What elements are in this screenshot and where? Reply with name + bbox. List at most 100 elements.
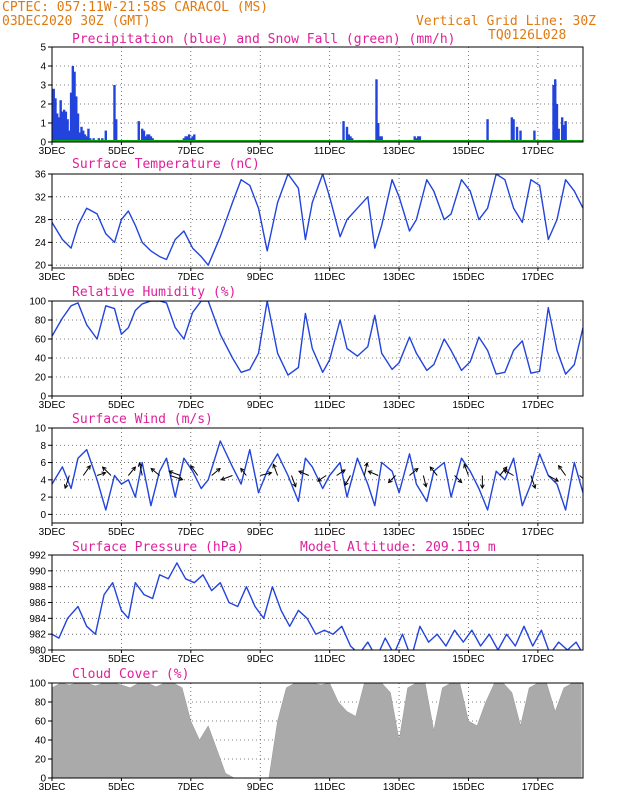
y-tick-label: 40	[35, 354, 47, 365]
y-tick-label: 20	[35, 373, 47, 384]
wind-arrow-head	[457, 478, 463, 484]
y-tick-label: 990	[29, 566, 46, 577]
wind-arrow	[291, 475, 297, 487]
x-tick-label: 11DEC	[314, 400, 346, 411]
x-tick-label: 9DEC	[247, 272, 274, 283]
y-tick-label: 32	[35, 192, 47, 203]
precip-bar	[142, 130, 146, 142]
wind-arrow-head	[272, 463, 277, 469]
x-tick-label: 13DEC	[383, 782, 415, 793]
wind-arrow-head	[463, 463, 468, 469]
x-tick-label: 13DEC	[383, 527, 415, 538]
precip-bar	[85, 136, 88, 142]
wind-arrow-head	[558, 464, 563, 470]
wind-arrow	[96, 472, 106, 476]
y-tick-label: 20	[35, 261, 47, 272]
wind-arrow	[409, 468, 419, 476]
x-tick-label: 3DEC	[39, 782, 66, 793]
precip-bar	[104, 130, 107, 142]
y-tick-label: 984	[29, 614, 46, 625]
precip-bar	[54, 98, 57, 142]
precip-bar	[87, 128, 90, 142]
precip-bar	[82, 130, 85, 142]
wind-arrow	[221, 475, 233, 481]
wind-arrow-head	[168, 470, 174, 475]
wind-arrow	[548, 475, 559, 482]
precip-bar	[554, 79, 557, 142]
precip-bar	[56, 113, 59, 142]
wind-arrow-head	[340, 469, 346, 474]
precip-bar	[66, 119, 69, 142]
wind-arrow	[64, 475, 70, 489]
panel-frame	[51, 173, 584, 269]
precip-bar	[76, 113, 80, 142]
wind-arrow	[102, 466, 112, 476]
panel-title: Surface Wind (m/s)	[72, 412, 213, 427]
x-tick-label: 13DEC	[383, 272, 415, 283]
precip-bar	[377, 123, 380, 142]
wind-arrow	[272, 464, 279, 476]
wind-arrow-head	[531, 484, 537, 490]
wind-arrow-head	[584, 479, 588, 483]
wind-arrow-head	[240, 467, 245, 473]
wind-arrow	[260, 472, 272, 476]
y-tick-label: 3	[40, 81, 46, 92]
x-tick-label: 11DEC	[314, 654, 346, 665]
precip-bar	[73, 71, 76, 142]
x-tick-label: 17DEC	[522, 654, 554, 665]
wind-arrow-head	[554, 477, 559, 482]
panel-pressure: Surface Pressure (hPa) Model Altitude: 20…	[29, 540, 584, 665]
header-grid-line: Vertical Grid Line: 30Z	[416, 14, 596, 29]
wind-arrow	[344, 475, 351, 486]
precip-bar	[347, 134, 350, 142]
precip-bar	[83, 134, 87, 142]
x-tick-label: 17DEC	[522, 146, 554, 157]
wind-arrow-head	[423, 482, 428, 488]
wind-arrow-head	[367, 470, 373, 475]
y-tick-label: 992	[29, 551, 46, 562]
precip-bar	[560, 117, 564, 142]
plot-area	[52, 174, 583, 266]
x-tick-label: 5DEC	[108, 527, 135, 538]
y-tick-label: 982	[29, 630, 46, 641]
panel-frame	[51, 682, 584, 779]
x-tick-label: 15DEC	[452, 782, 484, 793]
wind-arrow-head	[298, 470, 304, 475]
precip-bar	[149, 136, 153, 142]
series-line-wind	[52, 440, 583, 511]
wind-arrow-head	[150, 467, 156, 473]
wind-arrow-head	[387, 478, 393, 484]
wind-arrow	[422, 475, 427, 487]
wind-arrow-head	[220, 476, 226, 481]
x-tick-label: 17DEC	[522, 782, 554, 793]
wind-arrow-head	[216, 467, 221, 473]
precip-bar	[75, 96, 78, 142]
wind-arrow-head	[502, 469, 508, 474]
y-tick-label: 80	[35, 698, 47, 709]
panel-frame	[51, 427, 584, 524]
x-tick-label: 3DEC	[39, 272, 66, 283]
wind-arrow-head	[479, 484, 485, 490]
wind-arrow	[363, 462, 368, 476]
precip-bar	[137, 121, 140, 142]
x-tick-label: 17DEC	[522, 272, 554, 283]
wind-arrow-head	[131, 466, 137, 472]
precip-bar	[191, 136, 194, 142]
y-tick-label: 28	[35, 215, 47, 226]
panel-precip: Precipitation (blue) and Snow Fall (gree…	[39, 32, 584, 157]
panel-title: Surface Pressure (hPa)	[72, 540, 244, 555]
x-tick-label: 13DEC	[383, 146, 415, 157]
panel-wind: Surface Wind (m/s) 0 2 4 6 8 10 3DEC 5DEC 7DEC 9DE…	[35, 412, 588, 538]
panel-title: Surface Temperature (nC)	[72, 157, 260, 172]
wind-arrow	[336, 469, 346, 476]
x-tick-label: 15DEC	[452, 527, 484, 538]
precip-bar	[416, 136, 420, 142]
wind-arrow	[150, 468, 160, 476]
x-tick-label: 3DEC	[39, 654, 66, 665]
precip-bar	[186, 136, 189, 142]
x-tick-label: 13DEC	[383, 654, 415, 665]
precip-bar	[515, 126, 519, 142]
y-tick-label: 6	[40, 458, 46, 469]
wind-arrow	[368, 470, 379, 476]
wind-arrow	[463, 464, 469, 476]
